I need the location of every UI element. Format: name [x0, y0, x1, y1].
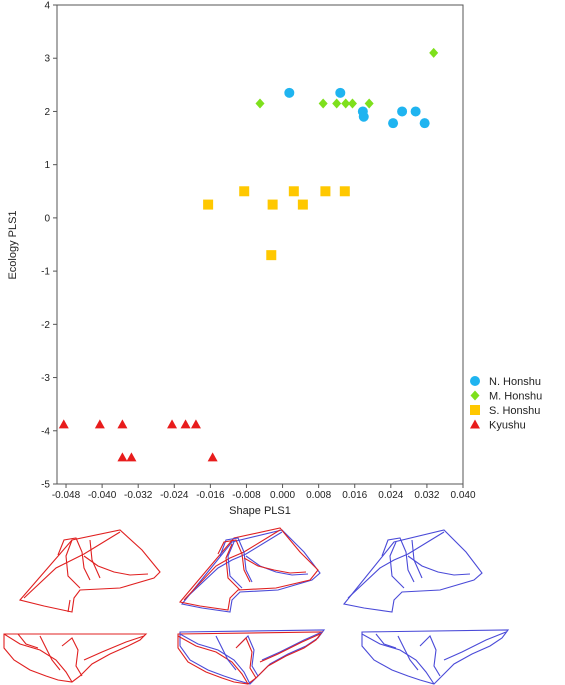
data-point — [117, 419, 128, 429]
x-tick-label: -0.048 — [52, 490, 81, 501]
legend-label: Kyushu — [489, 420, 526, 432]
data-point — [341, 98, 351, 109]
legend-marker — [470, 376, 480, 386]
legend-marker — [470, 419, 480, 429]
series-s-honshu — [203, 186, 350, 261]
legend-marker — [470, 390, 480, 401]
data-point — [397, 106, 408, 117]
data-point — [429, 47, 439, 58]
legend-label: N. Honshu — [489, 376, 541, 388]
x-tick-label: 0.024 — [378, 490, 403, 501]
x-axis-title: Shape PLS1 — [229, 505, 291, 517]
x-tick-label: 0.000 — [270, 490, 295, 501]
x-tick-label: -0.032 — [124, 490, 153, 501]
y-tick-label: -1 — [41, 267, 50, 278]
data-point — [167, 419, 178, 429]
data-point — [267, 199, 278, 210]
data-point — [388, 118, 399, 129]
y-tick-label: 3 — [44, 54, 50, 65]
outline-top-mixed — [178, 527, 321, 613]
data-point — [190, 419, 201, 429]
data-point — [288, 186, 299, 197]
y-tick-label: 2 — [44, 107, 50, 118]
outline-bottom-red — [3, 633, 148, 683]
y-axis: -5 -4 -3 -2 -1 0 1 2 3 4 — [41, 1, 57, 491]
data-point — [266, 250, 277, 261]
legend: N. Honshu M. Honshu S. Honshu Kyushu — [470, 376, 542, 432]
x-tick-label: -0.016 — [196, 490, 225, 501]
data-point — [364, 98, 374, 109]
data-point — [284, 87, 295, 98]
data-point — [255, 98, 265, 109]
data-point — [94, 419, 105, 429]
scatter-plot: -0.048 -0.040 -0.032 -0.024 -0.016 -0.008 0.00… — [7, 1, 476, 518]
x-tick-label: -0.008 — [232, 490, 261, 501]
data-point — [117, 452, 128, 462]
x-tick-label: 0.032 — [414, 490, 439, 501]
data-point — [239, 186, 250, 197]
outline-bottom-mixed — [177, 629, 326, 685]
data-point — [207, 452, 218, 462]
x-tick-label: 0.008 — [306, 490, 331, 501]
data-point — [297, 199, 308, 210]
series-n-honshu — [284, 87, 430, 129]
data-points — [58, 47, 439, 462]
data-point — [318, 98, 328, 109]
x-tick-label: -0.024 — [160, 490, 189, 501]
legend-label: S. Honshu — [489, 405, 540, 417]
y-tick-label: 1 — [44, 160, 50, 171]
shape-outlines — [3, 527, 510, 685]
y-axis-title: Ecology PLS1 — [7, 210, 19, 279]
legend-marker — [470, 405, 480, 415]
y-tick-label: -2 — [41, 320, 50, 331]
data-point — [320, 186, 331, 197]
outline-bottom-blue — [361, 629, 510, 685]
data-point — [58, 419, 69, 429]
plot-area — [56, 4, 464, 485]
series-kyushu — [58, 419, 218, 462]
data-point — [180, 419, 191, 429]
outline-top-red — [18, 529, 161, 613]
data-point — [347, 98, 357, 109]
y-tick-label: -3 — [41, 373, 50, 384]
series-m-honshu — [255, 47, 439, 109]
x-axis: -0.048 -0.040 -0.032 -0.024 -0.016 -0.008 0.00… — [52, 484, 476, 501]
legend-label: M. Honshu — [489, 391, 542, 403]
y-tick-label: 4 — [44, 1, 50, 12]
x-tick-label: 0.040 — [450, 490, 475, 501]
x-tick-label: 0.016 — [342, 490, 367, 501]
y-tick-label: -5 — [41, 480, 50, 491]
data-point — [203, 199, 214, 210]
y-tick-label: -4 — [41, 426, 50, 437]
data-point — [335, 87, 346, 98]
data-point — [332, 98, 342, 109]
data-point — [358, 111, 369, 122]
x-tick-label: -0.040 — [88, 490, 117, 501]
data-point — [410, 106, 421, 117]
y-tick-label: 0 — [44, 213, 50, 224]
data-point — [419, 118, 430, 129]
data-point — [126, 452, 137, 462]
data-point — [339, 186, 350, 197]
outline-top-blue — [343, 529, 483, 613]
